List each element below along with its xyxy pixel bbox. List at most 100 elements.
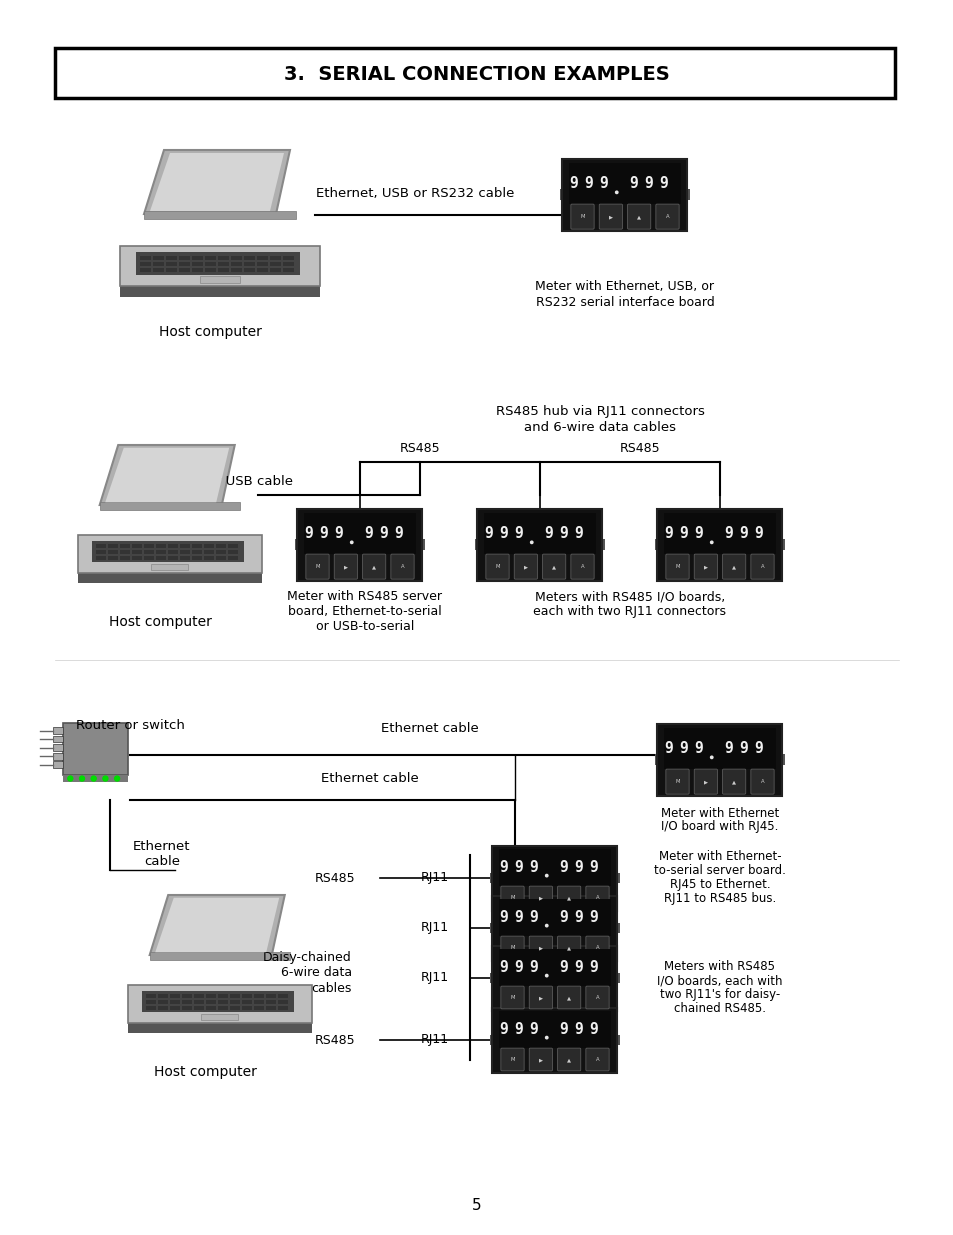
Bar xyxy=(602,540,604,550)
Text: 9: 9 xyxy=(514,910,522,925)
Text: Ethernet cable: Ethernet cable xyxy=(321,772,418,785)
Text: 9: 9 xyxy=(679,526,687,541)
Bar xyxy=(193,994,204,998)
Polygon shape xyxy=(155,898,279,952)
Bar xyxy=(231,262,242,266)
FancyBboxPatch shape xyxy=(750,769,773,794)
Text: Daisy-chained: Daisy-chained xyxy=(263,951,352,965)
FancyBboxPatch shape xyxy=(529,986,552,1009)
Bar xyxy=(218,262,229,266)
Polygon shape xyxy=(77,535,262,573)
Bar xyxy=(193,1007,204,1010)
Text: 9: 9 xyxy=(573,910,582,925)
Text: 9: 9 xyxy=(663,741,672,756)
Bar xyxy=(193,1000,204,1004)
Bar xyxy=(477,509,602,580)
Bar xyxy=(156,543,166,548)
Text: RS485: RS485 xyxy=(314,1034,355,1046)
Bar xyxy=(244,268,254,273)
Bar xyxy=(216,556,226,559)
Text: 9: 9 xyxy=(588,860,598,876)
Text: ▲: ▲ xyxy=(372,564,375,569)
Text: cable: cable xyxy=(144,855,180,868)
Text: and 6-wire data cables: and 6-wire data cables xyxy=(523,421,676,433)
FancyBboxPatch shape xyxy=(500,885,523,909)
Text: 9: 9 xyxy=(514,1023,522,1037)
Text: 9: 9 xyxy=(598,175,607,191)
FancyBboxPatch shape xyxy=(485,555,509,579)
Text: 9: 9 xyxy=(663,526,672,541)
Bar xyxy=(192,268,203,273)
Bar xyxy=(63,774,128,782)
Text: A: A xyxy=(595,995,598,1000)
Text: ▶: ▶ xyxy=(523,564,527,569)
Text: 6-wire data: 6-wire data xyxy=(280,967,352,979)
Text: Ethernet: Ethernet xyxy=(133,840,191,853)
Bar xyxy=(228,550,238,553)
Bar xyxy=(180,550,191,553)
Text: A: A xyxy=(595,1057,598,1062)
Text: 9: 9 xyxy=(528,910,537,925)
Text: 9: 9 xyxy=(679,741,687,756)
Text: 9: 9 xyxy=(588,960,598,976)
Bar xyxy=(244,256,254,259)
Text: 9: 9 xyxy=(334,526,342,541)
Bar xyxy=(144,211,295,219)
Bar xyxy=(166,256,177,259)
Bar xyxy=(278,994,288,998)
Text: 9: 9 xyxy=(573,526,582,541)
Bar xyxy=(96,556,106,559)
Text: 9: 9 xyxy=(514,960,522,976)
Bar xyxy=(182,1000,193,1004)
Bar xyxy=(179,262,190,266)
Text: 9: 9 xyxy=(693,526,702,541)
FancyBboxPatch shape xyxy=(529,936,552,958)
Text: RJ11: RJ11 xyxy=(420,1034,449,1046)
Text: ▶: ▶ xyxy=(538,895,542,900)
Text: 9: 9 xyxy=(394,526,402,541)
Circle shape xyxy=(114,776,119,781)
Text: 3.  SERIAL CONNECTION EXAMPLES: 3. SERIAL CONNECTION EXAMPLES xyxy=(284,65,669,84)
Text: 9: 9 xyxy=(558,1023,567,1037)
FancyBboxPatch shape xyxy=(627,204,650,230)
Text: A: A xyxy=(595,945,598,950)
Bar xyxy=(278,1000,288,1004)
Circle shape xyxy=(710,541,712,543)
Bar xyxy=(568,163,680,204)
Bar xyxy=(205,262,215,266)
Bar xyxy=(52,762,63,768)
Bar xyxy=(270,256,281,259)
Polygon shape xyxy=(92,541,244,562)
Bar xyxy=(498,950,611,986)
Bar xyxy=(152,262,164,266)
Text: 9: 9 xyxy=(583,175,592,191)
Text: RJ11 to RS485 bus.: RJ11 to RS485 bus. xyxy=(663,892,776,905)
Text: M: M xyxy=(675,564,679,569)
Text: A: A xyxy=(665,214,669,219)
Text: ▲: ▲ xyxy=(731,779,736,784)
Text: M: M xyxy=(579,214,584,219)
Bar xyxy=(168,556,178,559)
Text: 9: 9 xyxy=(628,175,637,191)
Text: ▶: ▶ xyxy=(343,564,348,569)
Bar xyxy=(218,268,229,273)
Text: Router or switch: Router or switch xyxy=(75,719,184,732)
Text: 9: 9 xyxy=(753,741,761,756)
Bar xyxy=(206,994,216,998)
Bar xyxy=(140,262,151,266)
Bar xyxy=(144,556,154,559)
Bar xyxy=(120,556,131,559)
Bar xyxy=(170,1000,180,1004)
Text: 9: 9 xyxy=(573,1023,582,1037)
Text: A: A xyxy=(760,779,763,784)
Bar xyxy=(144,550,154,553)
Text: 9: 9 xyxy=(573,860,582,876)
Bar xyxy=(218,256,229,259)
Text: A: A xyxy=(595,895,598,900)
Bar xyxy=(182,994,193,998)
Circle shape xyxy=(68,776,72,781)
Bar xyxy=(52,745,63,751)
Text: 9: 9 xyxy=(498,860,507,876)
Bar xyxy=(96,550,106,553)
Text: 9: 9 xyxy=(318,526,327,541)
